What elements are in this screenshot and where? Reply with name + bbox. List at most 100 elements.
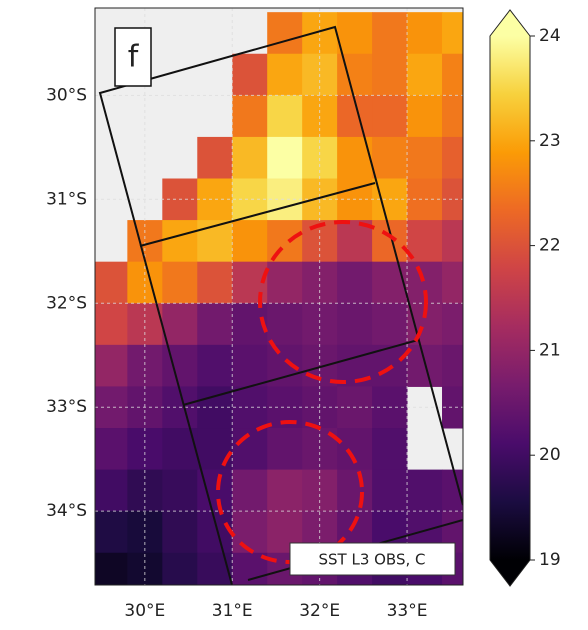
swath-line [182,339,419,406]
colorbar-tick-label: 23 [539,131,561,151]
sst-cell [442,303,463,346]
sst-field [95,8,463,585]
panel-label: f [128,40,140,75]
sst-cell [372,261,408,304]
y-tick-label: 30°S [46,85,87,105]
sst-cell [162,303,198,346]
colorbar-extend-high [490,10,530,36]
x-tick-label: 30°E [124,601,165,621]
colorbar-tick-label: 20 [539,445,561,465]
sst-cell [197,552,233,585]
sst-cell [95,552,128,585]
sst-cell [267,12,303,55]
sst-cell [232,178,268,221]
plot-frame [94,7,464,586]
sst-cell [337,261,373,304]
sst-cell [267,136,303,180]
sst-cell [162,220,198,263]
x-tick-label: 32°E [299,601,340,621]
sst-cell [162,511,198,554]
sst-cell [197,136,233,180]
sst-cell [267,261,303,304]
sst-cell [95,428,128,471]
sst-cell [442,178,463,221]
sst-cell [162,469,198,512]
sst-cell [407,178,443,221]
annotation-box [289,542,456,576]
sst-cell [232,428,268,471]
sst-cell [267,428,303,471]
sst-cell [95,344,128,387]
colorbar-tick-label: 19 [539,550,561,570]
sst-cell [232,136,268,180]
swath-line [139,182,376,247]
sst-cell [372,136,408,180]
sst-cell [95,511,128,554]
sst-cell [442,136,463,180]
sst-cell [372,428,408,471]
colorbar-extend-low [490,560,530,586]
sst-cell [442,386,463,429]
sst-cell [442,220,463,263]
sst-cell [372,95,408,138]
sst-cell [442,261,463,304]
sst-cell [232,552,268,585]
sst-cell [337,53,373,96]
sst-cell [407,469,443,512]
colorbar-tick-label: 21 [539,340,561,360]
sst-cell [372,303,408,346]
sst-cell [337,12,373,55]
sst-cell [442,53,463,96]
sst-cell [95,261,128,304]
annotation: SST L3 OBS, C [318,551,425,569]
sst-cell [372,469,408,512]
colorbar-tick-label: 22 [539,236,561,256]
sst-cell [197,261,233,304]
sst-cell [197,511,233,554]
sst-cell [337,303,373,346]
sst-cell [337,469,373,512]
sst-cell [232,53,268,96]
panel-label-box [114,27,152,87]
sst-cell [162,261,198,304]
sst-cell [95,469,128,512]
x-tick-label: 31°E [212,601,253,621]
sst-cell [162,344,198,387]
sst-cell [197,303,233,346]
colorbar-body [490,36,530,560]
y-tick-label: 34°S [46,501,87,521]
eddy-circle [258,220,428,384]
sst-cell [197,428,233,471]
sst-cell [232,386,268,429]
sst-cell [372,53,408,96]
sst-cell [267,220,303,263]
sst-cell [267,178,303,221]
sst-cell [197,220,233,263]
y-tick-label: 31°S [46,189,87,209]
sst-cell [337,136,373,180]
sst-cell [232,220,268,263]
colorbar-tick-label: 24 [539,26,561,46]
colorbar: 19 20 21 22 23 24 [489,9,561,587]
x-tick-label: 33°E [387,601,428,621]
sst-cell [232,95,268,138]
sst-cell [267,53,303,96]
sst-cell [232,344,268,387]
sst-cell [442,469,463,512]
sst-cell [232,469,268,512]
y-tick-label: 33°S [46,397,87,417]
sst-cell [442,95,463,138]
sst-cell [162,552,198,585]
sst-cell [442,344,463,387]
sst-cell [267,469,303,512]
y-tick-label: 32°S [46,293,87,313]
sst-cell [407,136,443,180]
sst-cell [407,95,443,138]
sst-cell [407,220,443,263]
sst-cell [95,386,128,429]
sst-cell [372,12,408,55]
sst-cell [197,344,233,387]
sst-cell [95,303,128,346]
sst-cell [267,95,303,138]
sst-cell [372,220,408,263]
